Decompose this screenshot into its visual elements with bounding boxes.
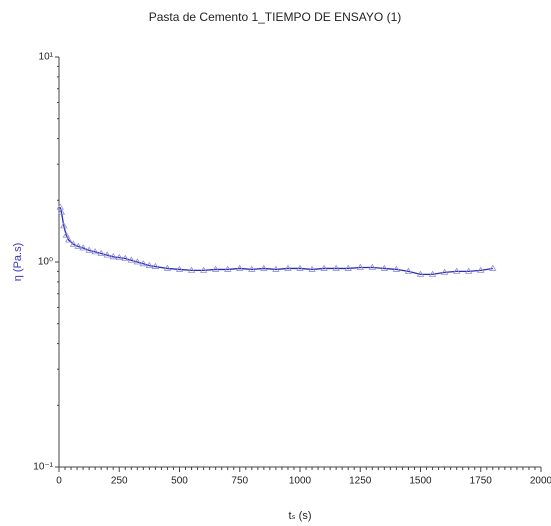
- data-marker: [211, 265, 220, 272]
- x-tick-label: 0: [56, 476, 62, 487]
- data-marker: [260, 264, 268, 271]
- data-marker: [404, 267, 413, 274]
- x-tick-label: 2000: [530, 476, 551, 487]
- chart-title: Pasta de Cemento 1_TIEMPO DE ENSAYO (1): [149, 10, 402, 24]
- x-tick-label: 1000: [289, 476, 312, 487]
- data-marker: [175, 265, 184, 272]
- x-tick-label: 500: [171, 476, 188, 487]
- x-tick-label: 250: [111, 476, 128, 487]
- data-marker: [380, 264, 389, 271]
- data-marker: [91, 248, 99, 255]
- data-line: [59, 207, 493, 276]
- data-marker: [308, 265, 316, 272]
- y-axis-label: η (Pa.s): [12, 243, 24, 282]
- data-marker: [103, 251, 111, 258]
- data-marker: [79, 244, 87, 251]
- data-marker: [416, 270, 425, 277]
- data-marker: [368, 263, 377, 270]
- data-marker: [464, 267, 473, 274]
- data-marker: [69, 240, 78, 247]
- data-marker: [477, 266, 485, 273]
- data-marker: [57, 208, 66, 215]
- data-marker: [109, 253, 117, 260]
- data-marker: [151, 262, 160, 269]
- data-marker: [121, 254, 129, 261]
- data-marker: [145, 261, 154, 269]
- data-marker: [320, 264, 328, 271]
- data-marker: [62, 231, 70, 238]
- x-tick-label: 1500: [409, 476, 432, 487]
- data-marker: [356, 263, 364, 270]
- data-marker: [139, 260, 148, 267]
- data-marker: [163, 264, 172, 271]
- data-marker: [74, 242, 82, 249]
- data-marker: [332, 264, 340, 271]
- data-marker: [56, 203, 64, 210]
- data-marker: [344, 264, 352, 271]
- y-tick-label: 10⁻¹: [33, 462, 53, 473]
- data-marker: [85, 246, 93, 253]
- data-marker: [127, 256, 136, 263]
- data-marker: [223, 265, 232, 272]
- y-tick-label: 10¹: [39, 52, 54, 63]
- data-marker: [284, 264, 292, 271]
- data-marker: [248, 265, 256, 272]
- data-marker: [452, 267, 461, 274]
- y-tick-label: 10⁰: [38, 257, 53, 268]
- data-marker: [392, 265, 401, 272]
- data-marker: [60, 222, 68, 229]
- data-marker: [133, 258, 142, 265]
- data-marker: [187, 266, 196, 273]
- x-tick-label: 1750: [470, 476, 493, 487]
- data-marker: [428, 270, 437, 277]
- data-marker: [97, 249, 105, 256]
- data-marker: [236, 264, 244, 271]
- x-tick-label: 750: [231, 476, 248, 487]
- data-marker: [440, 268, 449, 275]
- data-marker: [489, 264, 497, 271]
- data-marker: [296, 264, 304, 271]
- x-axis-label: tₛ (s): [288, 510, 311, 522]
- x-tick-label: 1250: [349, 476, 372, 487]
- data-marker: [115, 253, 123, 261]
- data-marker: [64, 236, 73, 243]
- data-marker: [199, 266, 208, 273]
- data-marker: [272, 265, 280, 272]
